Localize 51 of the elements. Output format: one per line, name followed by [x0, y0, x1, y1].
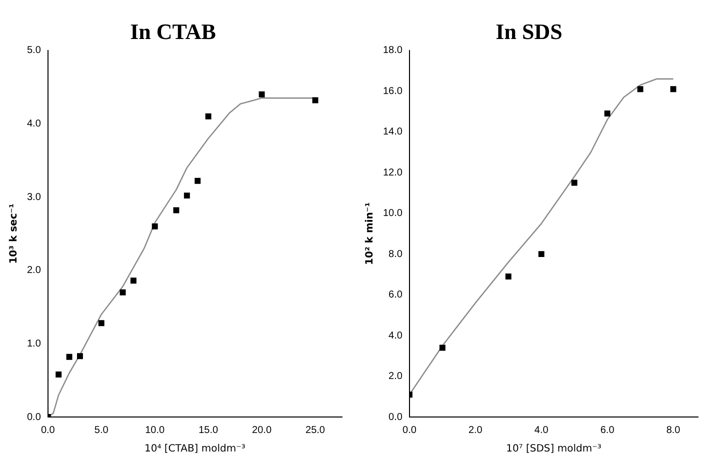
point	[98, 320, 104, 326]
y-tick-label: 8.0	[388, 248, 403, 260]
y-axis-title: 10³ k sec⁻¹	[8, 204, 20, 264]
point	[120, 289, 126, 296]
y-tick-label: 0.0	[388, 412, 403, 423]
point	[130, 278, 136, 284]
y-tick-label: 5.0	[26, 45, 42, 56]
y-tick-label: 14.0	[382, 126, 403, 138]
y-tick-label: 4.0	[388, 330, 403, 342]
y-tick-label: 10.0	[382, 208, 403, 220]
point	[571, 180, 578, 186]
point	[505, 273, 512, 280]
y-tick-label: 12.0	[382, 167, 403, 178]
x-tick-label: 15.0	[198, 424, 218, 436]
point	[66, 354, 72, 360]
x-tick-label: 2.0	[468, 424, 483, 436]
point	[538, 251, 544, 258]
y-tick-label: 2.0	[26, 265, 42, 276]
x-tick-label: 8.0	[666, 424, 681, 436]
point	[637, 86, 644, 92]
chart-title: In CTAB	[130, 18, 216, 44]
y-tick-label: 6.0	[388, 290, 403, 301]
point	[77, 353, 83, 360]
point	[56, 372, 62, 378]
point	[439, 344, 446, 351]
point	[184, 192, 190, 199]
x-axis-title: 10⁴ [CTAB] moldm⁻³	[144, 444, 246, 455]
y-tick-label: 16.0	[382, 86, 403, 97]
y-tick-label: 1.0	[26, 338, 42, 350]
point	[258, 91, 265, 98]
point	[152, 223, 158, 230]
x-tick-label: 10.0	[145, 424, 166, 436]
y-tick-label: 18.0	[382, 45, 403, 56]
y-tick-label: 3.0	[26, 192, 42, 203]
y-axis-title: 10² k min⁻¹	[364, 202, 376, 265]
chart-title: In SDS	[496, 18, 562, 44]
x-tick-label: 20.0	[252, 424, 272, 436]
x-tick-label: 0.0	[40, 424, 56, 436]
point	[194, 178, 201, 184]
x-tick-label: 0.0	[402, 424, 417, 436]
point	[604, 110, 610, 117]
y-tick-label: 4.0	[26, 118, 42, 130]
point	[670, 86, 676, 92]
x-tick-label: 6.0	[600, 424, 615, 436]
y-tick-label: 2.0	[388, 371, 403, 382]
y-tick-label: 0.0	[26, 412, 42, 423]
x-axis-title: 10⁷ [SDS] moldm⁻³	[506, 444, 602, 455]
x-tick-label: 25.0	[306, 424, 326, 436]
x-tick-label: 4.0	[534, 424, 549, 436]
point	[205, 113, 212, 120]
x-tick-label: 5.0	[94, 424, 109, 436]
